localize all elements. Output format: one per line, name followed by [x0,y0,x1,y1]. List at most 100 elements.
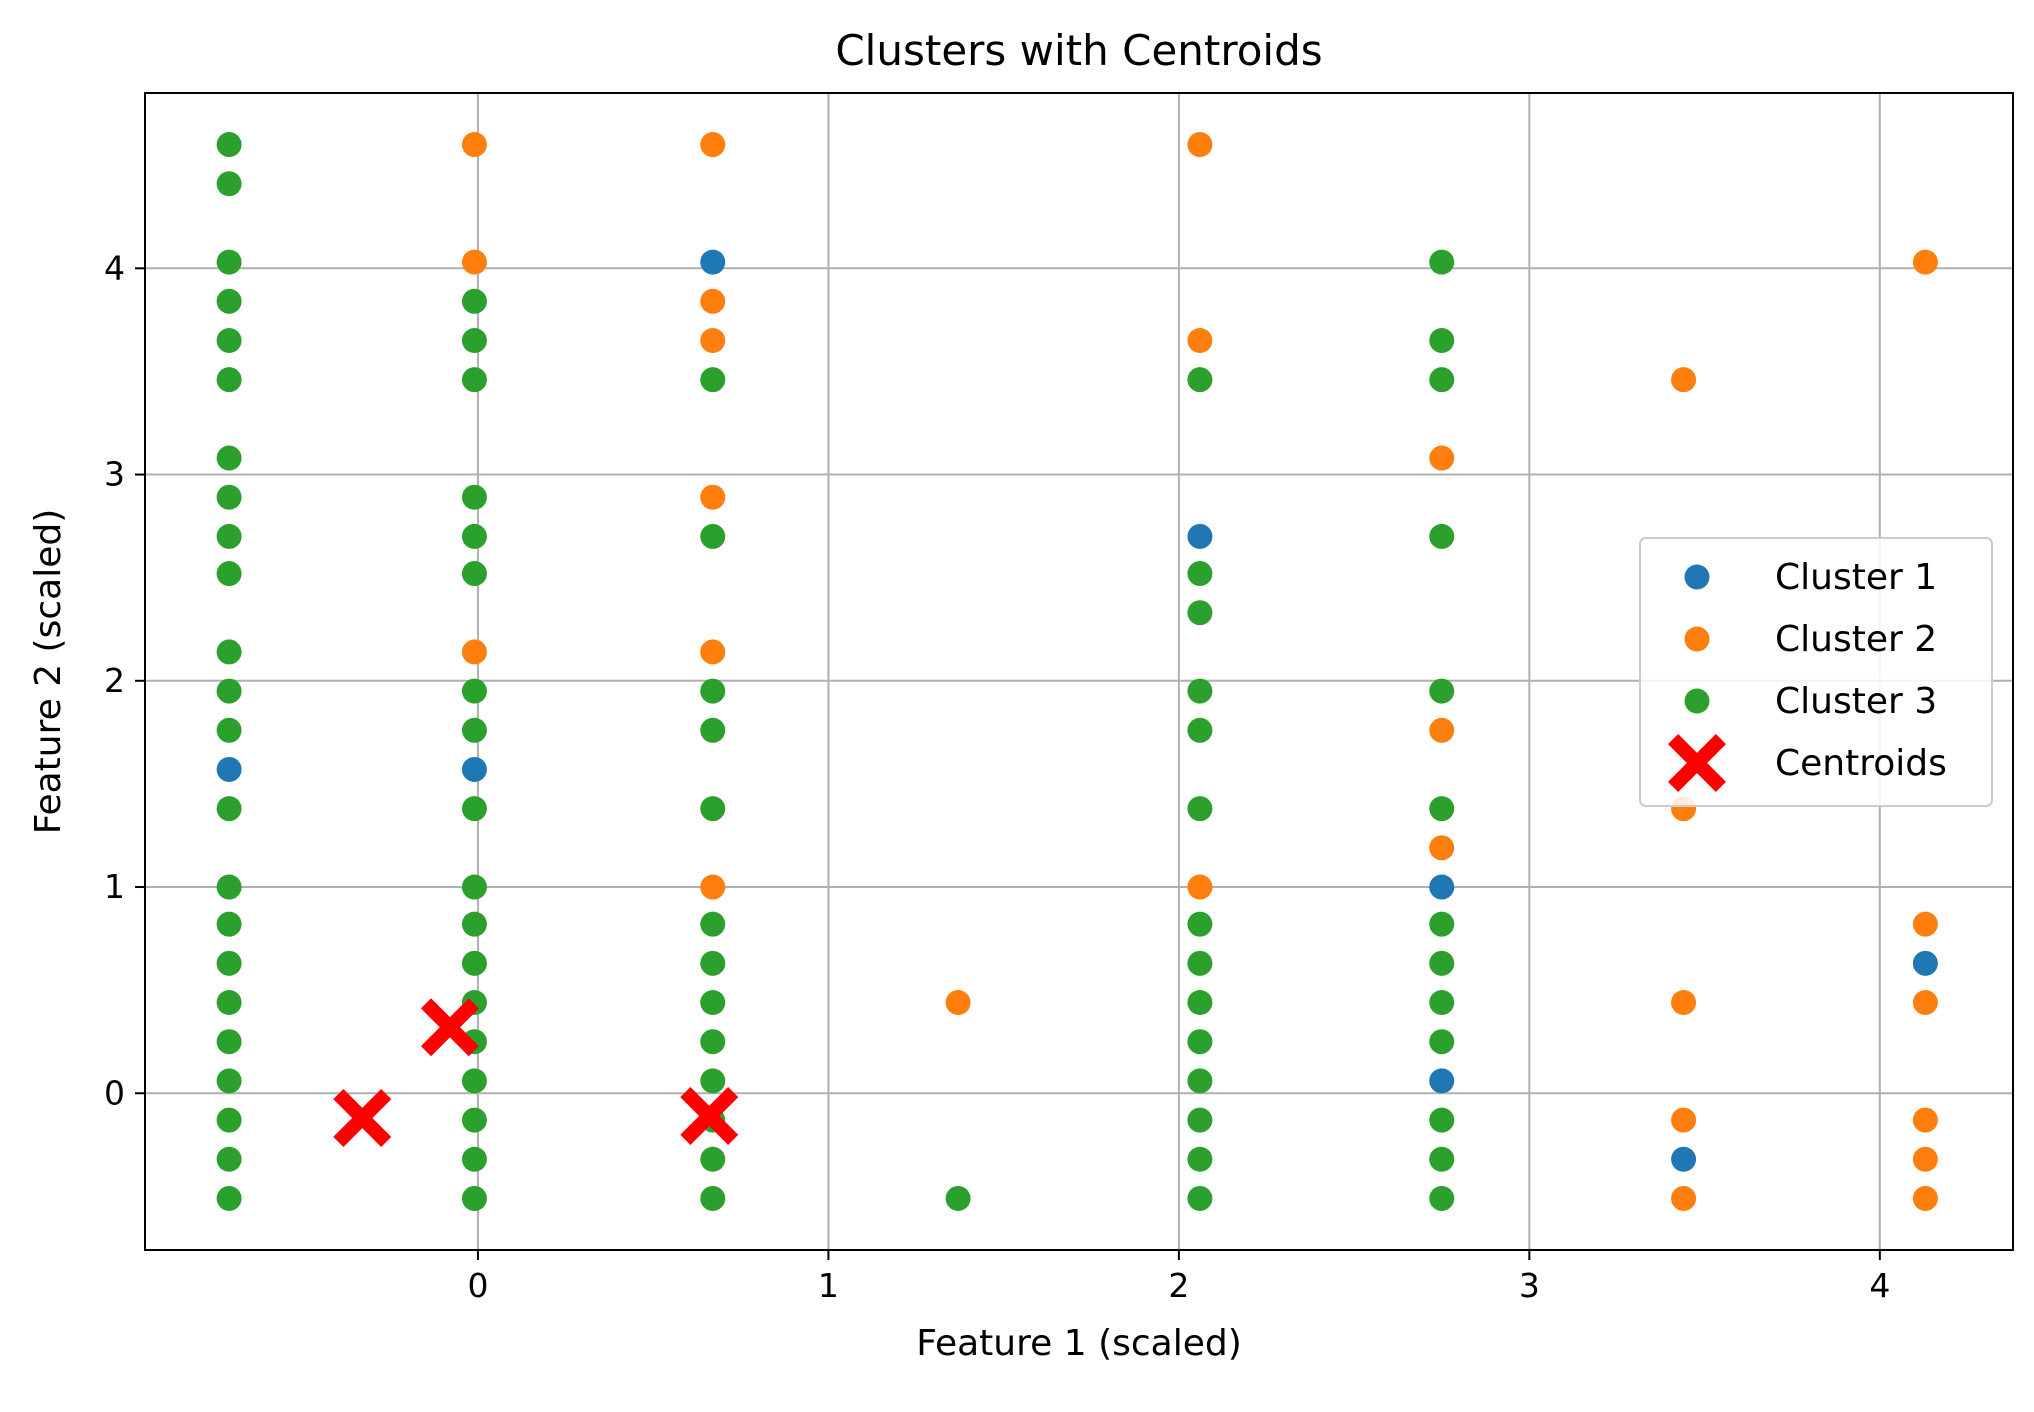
data-point [461,796,487,822]
data-point [216,950,242,976]
data-point [216,1185,242,1211]
data-point [1429,445,1455,471]
data-point [700,1146,726,1172]
legend-marker [1684,688,1710,714]
data-point [700,288,726,314]
data-point [461,288,487,314]
data-point [1187,678,1213,704]
data-point [216,678,242,704]
data-point [216,756,242,782]
data-point [216,561,242,587]
data-point [1912,1146,1938,1172]
data-point [461,484,487,510]
data-point [700,796,726,822]
data-point [1429,523,1455,549]
data-point [461,1146,487,1172]
data-point [461,1068,487,1094]
data-point [1429,990,1455,1016]
data-point [216,249,242,275]
data-point [700,911,726,937]
data-point [700,132,726,158]
data-point [700,484,726,510]
data-point [1429,1029,1455,1055]
series-3 [216,132,1455,1211]
centroid-marker [420,998,479,1057]
data-point [1912,911,1938,937]
data-point [216,445,242,471]
data-point [216,717,242,743]
data-point [1187,1068,1213,1094]
series-2 [461,132,1938,1211]
x-tick-label: 2 [1168,1266,1189,1305]
data-point [216,911,242,937]
data-point [1187,367,1213,393]
legend: Cluster 1 Cluster 2 Cluster 3 Centroids [1639,537,1993,807]
data-point [216,367,242,393]
data-point [1187,132,1213,158]
data-point [700,639,726,665]
data-point [1429,1146,1455,1172]
data-point [1187,990,1213,1016]
grid-lines [145,93,2013,1250]
data-point [945,1185,971,1211]
data-point [461,367,487,393]
legend-label: Centroids [1775,743,1947,784]
x-tick-label: 4 [1869,1266,1890,1305]
chart-title: Clusters with Centroids [835,26,1322,75]
data-point [700,717,726,743]
data-point [1671,367,1697,393]
data-point [700,367,726,393]
data-point [1187,600,1213,626]
data-point [1187,874,1213,900]
y-tick-label: 1 [104,867,125,906]
data-point [461,1185,487,1211]
legend-marker [1684,626,1710,652]
x-tick-label: 1 [818,1266,839,1305]
series-4 [333,998,739,1148]
y-tick-label: 2 [104,661,125,700]
data-point [461,523,487,549]
data-point [1429,1107,1455,1133]
data-point [216,874,242,900]
data-point [1429,1068,1455,1094]
legend-box [1639,537,1993,807]
data-point [1187,1029,1213,1055]
data-point [216,1029,242,1055]
centroid-marker [680,1086,739,1145]
y-axis-label: Feature 2 (scaled) [28,509,69,835]
data-point [1912,990,1938,1016]
legend-centroid-marker [1668,734,1726,792]
data-points [216,132,1938,1211]
axis-ticks: 0 1 2 3 4 0 1 2 3 4 [104,248,1890,1305]
data-point [1671,990,1697,1016]
data-point [1187,561,1213,587]
data-point [216,171,242,197]
y-tick-label: 3 [104,455,125,494]
data-point [1187,1146,1213,1172]
data-point [461,561,487,587]
y-tick-label: 0 [104,1073,125,1112]
data-point [216,484,242,510]
plot-frame [144,92,2014,1251]
data-point [1187,950,1213,976]
data-point [700,950,726,976]
data-point [1912,950,1938,976]
data-point [216,1068,242,1094]
data-point [1187,523,1213,549]
data-point [461,756,487,782]
data-point [700,678,726,704]
data-point [461,911,487,937]
data-point [1187,796,1213,822]
data-point [216,1107,242,1133]
data-point [700,1185,726,1211]
data-point [461,874,487,900]
data-point [1429,911,1455,937]
data-point [700,1029,726,1055]
data-point [1429,1185,1455,1211]
data-point [216,132,242,158]
data-point [216,327,242,353]
data-point [216,796,242,822]
data-point [461,950,487,976]
y-tick-label: 4 [104,248,125,287]
